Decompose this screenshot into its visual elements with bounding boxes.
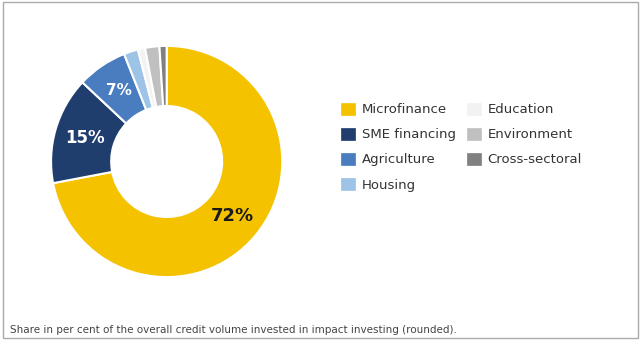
Wedge shape bbox=[83, 54, 146, 123]
Legend: Microfinance, SME financing, Agriculture, Housing, Education, Environment, Cross: Microfinance, SME financing, Agriculture… bbox=[341, 103, 582, 191]
Text: 7%: 7% bbox=[106, 83, 131, 98]
Text: Share in per cent of the overall credit volume invested in impact investing (rou: Share in per cent of the overall credit … bbox=[10, 325, 456, 335]
Wedge shape bbox=[53, 46, 282, 277]
Text: 15%: 15% bbox=[65, 129, 104, 147]
Wedge shape bbox=[138, 48, 156, 108]
Wedge shape bbox=[124, 50, 153, 110]
Wedge shape bbox=[160, 46, 167, 106]
Wedge shape bbox=[145, 46, 163, 107]
Text: 72%: 72% bbox=[211, 207, 254, 225]
Wedge shape bbox=[51, 82, 126, 183]
